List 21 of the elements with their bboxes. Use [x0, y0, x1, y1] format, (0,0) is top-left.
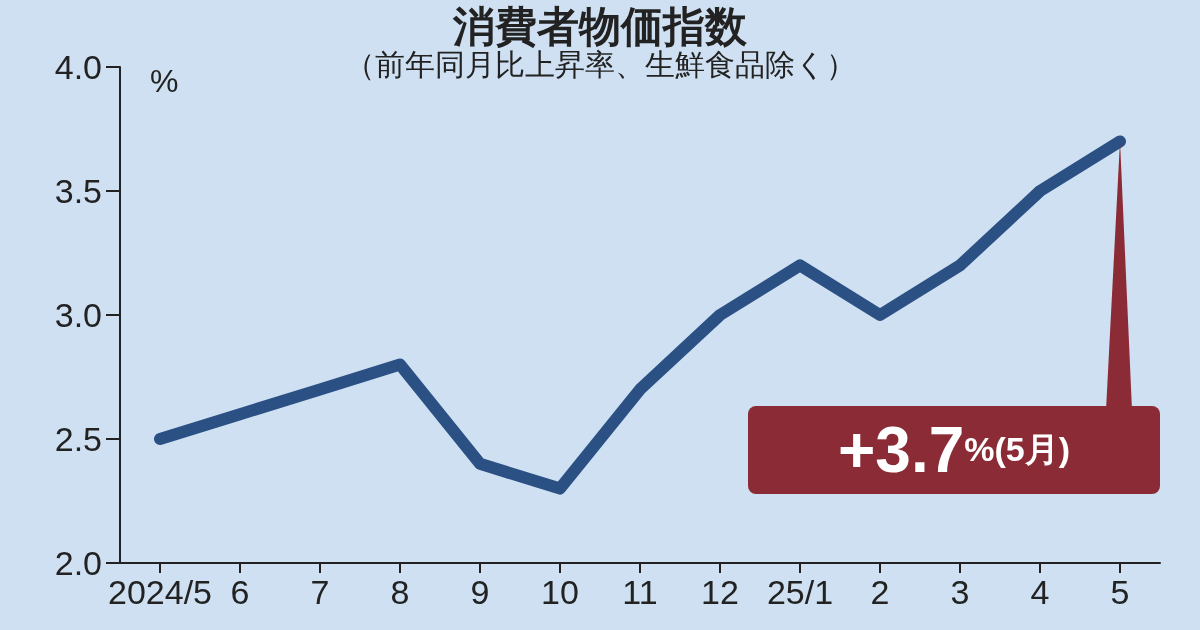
- x-tick-label: 6: [230, 573, 250, 611]
- chart-title: 消費者物価指数: [452, 2, 748, 50]
- x-tick-label: 11: [622, 573, 658, 611]
- y-tick-label: 2.5: [54, 420, 102, 458]
- x-tick-label: 3: [950, 573, 970, 611]
- x-tick-label: 25/1: [766, 573, 834, 611]
- y-axis-title: %: [150, 63, 179, 99]
- x-tick-label: 12: [701, 573, 739, 611]
- x-tick-label: 10: [541, 573, 579, 611]
- y-tick-label: 4.0: [54, 48, 102, 86]
- x-tick-label: 4: [1030, 573, 1050, 611]
- y-tick-label: 2.0: [54, 544, 102, 582]
- x-tick-label: 8: [390, 573, 410, 611]
- chart-subtitle: （前年同月比上昇率、生鮮食品除く）: [344, 47, 856, 81]
- y-tick-label: 3.0: [54, 296, 102, 334]
- x-tick-label: 5: [1110, 573, 1130, 611]
- x-tick-label: 2024/5: [108, 573, 212, 611]
- y-tick-label: 3.5: [54, 172, 102, 210]
- x-tick-label: 9: [470, 573, 490, 611]
- x-tick-label: 2: [870, 573, 890, 611]
- x-tick-label: 7: [310, 573, 330, 611]
